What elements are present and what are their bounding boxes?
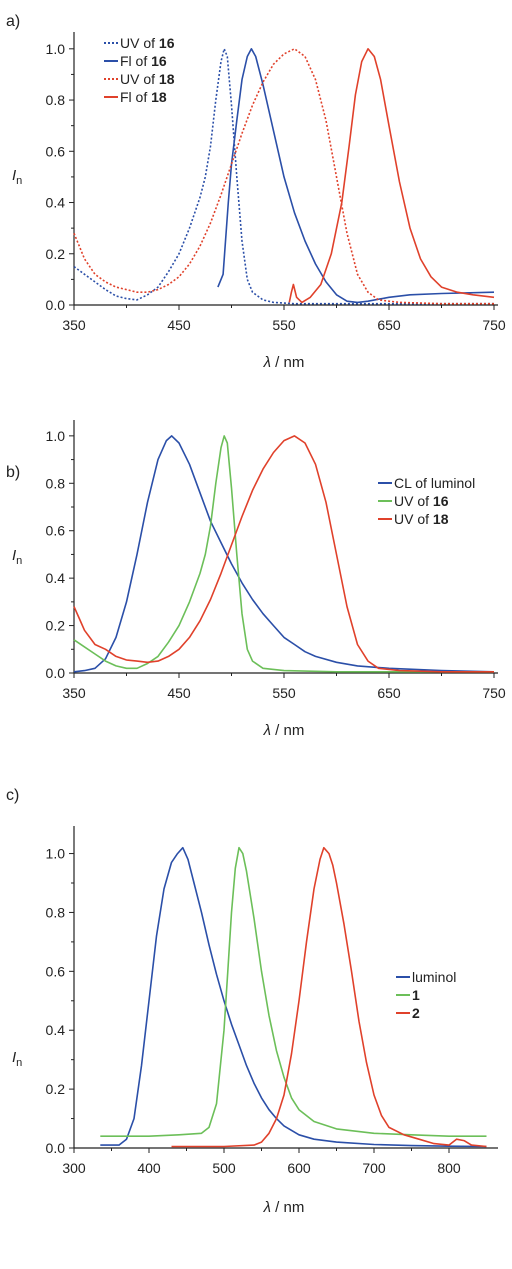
y-tick-label: 0.2 <box>46 246 66 262</box>
legend-label: Fl of 18 <box>120 89 167 105</box>
panel-label: c) <box>6 787 19 804</box>
y-tick-label: 0.4 <box>46 570 66 586</box>
y-tick-label: 0.4 <box>46 1022 66 1038</box>
legend-label-bold: 16 <box>151 53 167 69</box>
panel-label: a) <box>6 13 20 30</box>
x-tick-label: 500 <box>212 1160 236 1176</box>
y-axis-label: In <box>12 547 22 567</box>
series-line-0 <box>73 48 494 305</box>
chart-panel-2: c) 300 400 500 600 700 800 0.0 0.2 0.4 0.6 0.8 1.0 λ … <box>6 787 498 1216</box>
x-tick-label: 300 <box>62 1160 86 1176</box>
legend-label: UV of 18 <box>120 71 175 87</box>
legend-label-text: UV of <box>120 35 159 51</box>
panel-label: b) <box>6 464 20 481</box>
legend-label: UV of 16 <box>394 493 449 509</box>
legend-label-text: Fl of <box>120 53 151 69</box>
series-line-3 <box>288 48 495 304</box>
y-axis-label-symbol: I <box>12 547 16 564</box>
x-tick-label: 450 <box>167 685 191 701</box>
legend-label-bold: 18 <box>159 71 175 87</box>
y-tick-label: 0.2 <box>46 618 66 634</box>
x-axis-label-unit: / nm <box>271 722 304 739</box>
y-axis-label-sub: n <box>16 1057 22 1069</box>
legend-label-bold: 16 <box>159 35 175 51</box>
y-tick-label: 0.8 <box>46 475 66 491</box>
y-tick-label: 0.4 <box>46 195 66 211</box>
y-axis-label: In <box>12 1049 22 1069</box>
y-tick-label: 1.0 <box>46 428 66 444</box>
x-axis-label: λ / nm <box>263 722 305 739</box>
x-axis-label-symbol: λ <box>263 354 271 371</box>
legend-label: luminol <box>412 969 456 985</box>
legend-label-text: UV of <box>394 493 433 509</box>
y-tick-label: 0.8 <box>46 904 66 920</box>
x-axis-label-unit: / nm <box>271 354 304 371</box>
y-tick-label: 0.0 <box>46 297 66 313</box>
y-tick-label: 0.6 <box>46 963 66 979</box>
legend-label-bold: 1 <box>412 987 420 1003</box>
legend-label-bold: 18 <box>151 89 167 105</box>
x-tick-label: 650 <box>377 685 401 701</box>
series-line-1 <box>217 48 495 304</box>
y-tick-label: 0.6 <box>46 143 66 159</box>
legend-label-text: Fl of <box>120 89 151 105</box>
y-tick-label: 0.6 <box>46 523 66 539</box>
chart-panel-1: b) 350 450 550 650 750 0.0 0.2 0.4 0.6 0.8 1.0 λ / n… <box>6 420 506 739</box>
x-tick-label: 400 <box>137 1160 161 1176</box>
series-line-0 <box>100 846 487 1148</box>
y-axis-label-symbol: I <box>12 167 16 184</box>
series-line-2 <box>73 48 494 305</box>
x-axis-label-unit: / nm <box>271 1199 304 1216</box>
legend-label: UV of 16 <box>120 35 175 51</box>
y-axis-label-sub: n <box>16 175 22 187</box>
y-tick-label: 1.0 <box>46 846 66 862</box>
x-tick-label: 350 <box>62 685 86 701</box>
legend-label-bold: 18 <box>433 511 449 527</box>
x-tick-label: 650 <box>377 317 401 333</box>
y-axis-label-sub: n <box>16 555 22 567</box>
x-tick-label: 750 <box>482 685 506 701</box>
x-tick-label: 700 <box>362 1160 386 1176</box>
x-axis-label: λ / nm <box>263 354 305 371</box>
y-tick-label: 1.0 <box>46 41 66 57</box>
y-tick-label: 0.8 <box>46 92 66 108</box>
x-tick-label: 550 <box>272 685 296 701</box>
legend-label-text: UV of <box>120 71 159 87</box>
y-tick-label: 0.0 <box>46 665 66 681</box>
x-tick-label: 450 <box>167 317 191 333</box>
x-tick-label: 600 <box>287 1160 311 1176</box>
x-tick-label: 750 <box>482 317 506 333</box>
legend-label-text: luminol <box>412 969 456 985</box>
legend-label: 2 <box>412 1005 420 1021</box>
legend-label-bold: 2 <box>412 1005 420 1021</box>
legend-label: CL of luminol <box>394 475 475 491</box>
y-axis-label-symbol: I <box>12 1049 16 1066</box>
legend-label-bold: 16 <box>433 493 449 509</box>
legend-label-text: CL of luminol <box>394 475 475 491</box>
x-axis-label-symbol: λ <box>263 722 271 739</box>
chart-panel-0: a) 350 450 550 650 750 0.0 0.2 0.4 0.6 0.8 1.0 λ / n… <box>6 13 506 371</box>
y-tick-label: 0.0 <box>46 1140 66 1156</box>
legend-label: UV of 18 <box>394 511 449 527</box>
y-axis-label: In <box>12 167 22 187</box>
series-line-0 <box>73 435 495 673</box>
legend-label-text: UV of <box>394 511 433 527</box>
legend-label: 1 <box>412 987 420 1003</box>
x-tick-label: 350 <box>62 317 86 333</box>
legend-label: Fl of 16 <box>120 53 167 69</box>
x-axis-label-symbol: λ <box>263 1199 271 1216</box>
y-tick-label: 0.2 <box>46 1081 66 1097</box>
series-line-1 <box>73 435 494 673</box>
x-axis-label: λ / nm <box>263 1199 305 1216</box>
series-line-1 <box>100 846 487 1137</box>
series-line-2 <box>171 846 487 1148</box>
x-tick-label: 550 <box>272 317 296 333</box>
series-line-2 <box>73 435 494 673</box>
x-tick-label: 800 <box>437 1160 461 1176</box>
